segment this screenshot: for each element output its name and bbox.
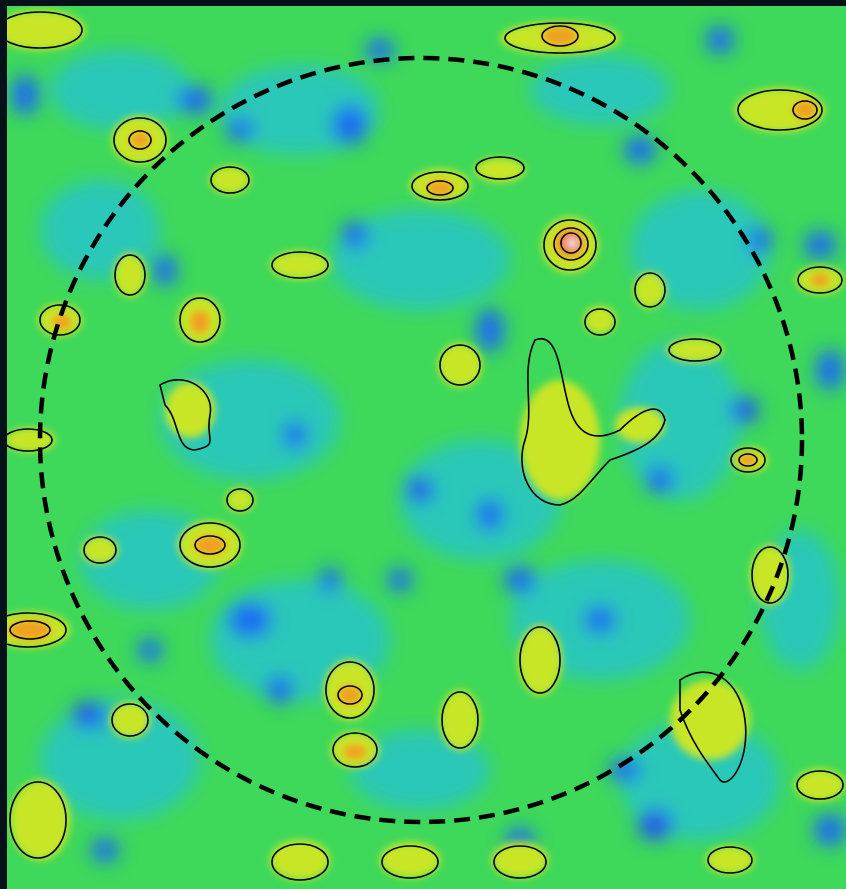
contours [7,11,844,881]
map-area [7,6,846,889]
sources [7,10,845,880]
aperture-circle [37,55,805,825]
